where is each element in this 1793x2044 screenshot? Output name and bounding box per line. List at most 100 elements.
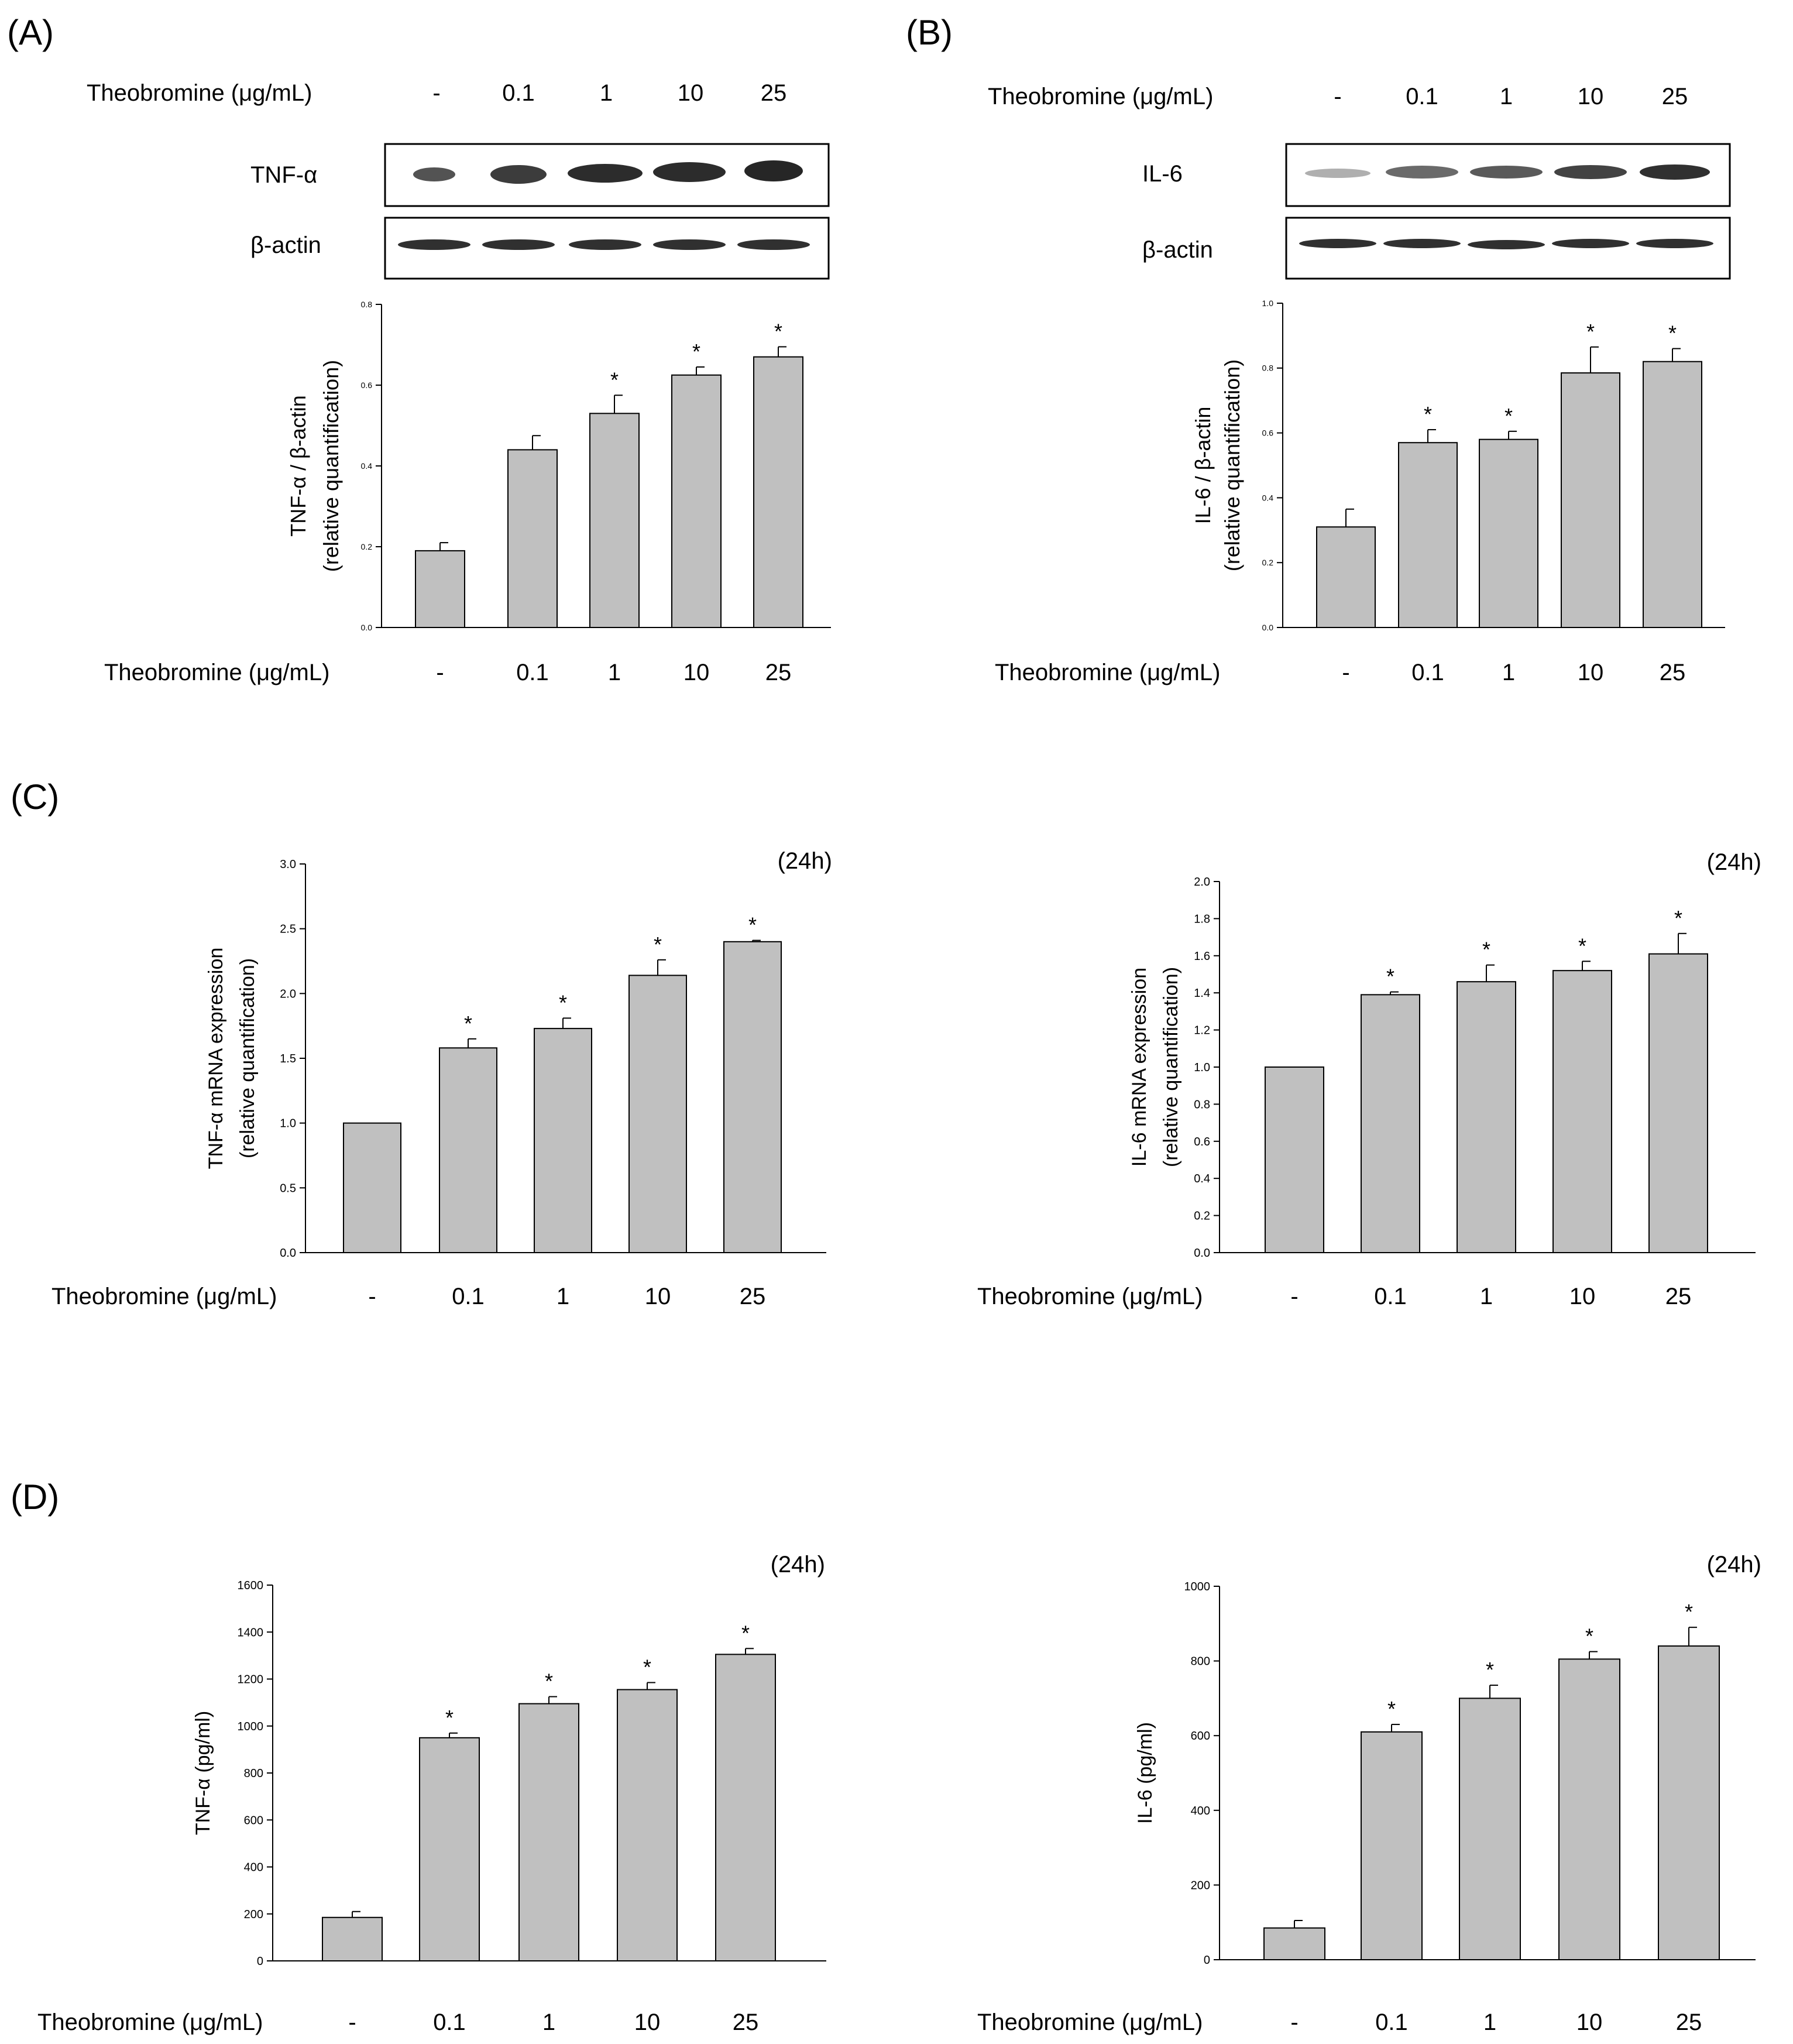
blot-b-treatment-label: Theobromine (μg/mL) [988, 84, 1213, 109]
x-tick-label: - [1342, 660, 1349, 685]
bar [1457, 981, 1516, 1254]
y-tick-label: 600 [244, 1814, 263, 1827]
y-tick-label: 0.6 [361, 380, 373, 390]
y-axis-label: TNF-α mRNA expression [205, 948, 227, 1170]
chart-title: (24h) [1707, 1552, 1761, 1577]
bar [507, 449, 558, 629]
x-axis-label: Theobromine (μg/mL) [104, 660, 329, 685]
y-tick-label: 1.2 [1194, 1024, 1210, 1037]
significance-star: * [464, 1011, 472, 1035]
y-tick-label: 800 [1191, 1655, 1210, 1668]
significance-star: * [1585, 1624, 1593, 1648]
blot-a: Theobromine (μg/mL) - 0.1 1 10 25 TNF-α … [87, 80, 830, 280]
y-axis-sublabel: (relative quantification) [1220, 359, 1244, 571]
bar [1552, 970, 1612, 1254]
panel-label-b: (B) [906, 13, 953, 52]
blot-b: Theobromine (μg/mL) - 0.1 1 10 25 IL-6 β… [988, 84, 1731, 280]
x-tick-label: 1 [1483, 2009, 1496, 2035]
x-tick-label: 0.1 [1411, 660, 1444, 685]
x-tick-label: 0.1 [516, 660, 549, 685]
blot-a-dose: 1 [600, 80, 613, 106]
significance-star: * [774, 319, 782, 343]
x-axis-label: Theobromine (μg/mL) [995, 660, 1220, 685]
y-tick-label: 0.0 [361, 623, 373, 632]
y-tick-label: 3.0 [280, 858, 296, 871]
y-tick-label: 0.4 [1262, 493, 1274, 502]
y-tick-label: 1000 [238, 1720, 264, 1733]
significance-star: * [1685, 1600, 1693, 1624]
y-tick-label: 1400 [238, 1626, 264, 1639]
blot-b-loading-label: β-actin [1142, 237, 1213, 263]
blot-a-band [653, 162, 726, 182]
x-tick-label: 10 [683, 660, 710, 685]
bar [723, 941, 782, 1254]
y-tick-label: 2.0 [280, 987, 296, 1000]
x-tick-label: 25 [733, 2009, 759, 2035]
blot-b-actin-band [1383, 239, 1461, 248]
y-tick-label: 0.0 [1262, 623, 1274, 632]
x-tick-label: 25 [740, 1284, 766, 1309]
bar [1316, 526, 1376, 629]
significance-star: * [1668, 321, 1677, 345]
x-tick-label: - [436, 660, 444, 685]
blot-a-treatment-label: Theobromine (μg/mL) [87, 80, 312, 106]
y-tick-label: 0.8 [361, 300, 373, 309]
significance-star: * [1674, 906, 1682, 930]
x-tick-label: 1 [542, 2009, 555, 2035]
y-axis-label: IL-6 / β-actin [1191, 407, 1215, 524]
x-tick-label: 1 [557, 1284, 569, 1309]
y-tick-label: 0.8 [1262, 363, 1274, 373]
bar [518, 1703, 579, 1962]
y-tick-label: 0.2 [1262, 558, 1274, 567]
y-tick-label: 1.0 [1262, 299, 1274, 308]
y-tick-label: 0.4 [1194, 1172, 1210, 1185]
significance-star: * [654, 932, 662, 956]
x-tick-label: 1 [1480, 1284, 1493, 1309]
bar [617, 1689, 678, 1961]
y-axis-label: IL-6 mRNA expression [1128, 968, 1150, 1167]
bar [419, 1737, 480, 1961]
y-tick-label: 0 [257, 1955, 263, 1968]
y-tick-label: 1000 [1184, 1580, 1211, 1593]
blot-a-band [413, 167, 455, 181]
significance-star: * [1424, 402, 1432, 426]
x-tick-label: 0.1 [433, 2009, 466, 2035]
y-tick-label: 0.0 [280, 1247, 296, 1260]
y-tick-label: 400 [1191, 1805, 1210, 1817]
blot-b-band [1305, 169, 1370, 178]
bar [415, 550, 465, 629]
x-axis-label: Theobromine (μg/mL) [977, 1284, 1203, 1309]
bar [1658, 1645, 1720, 1961]
bar [1361, 994, 1420, 1253]
blot-b-band [1470, 166, 1543, 179]
y-tick-label: 200 [244, 1908, 263, 1921]
y-tick-label: 2.0 [1194, 876, 1210, 889]
y-axis-sublabel: (relative quantification) [1160, 967, 1182, 1167]
bar [1361, 1731, 1423, 1961]
x-tick-label: 10 [1569, 1284, 1596, 1309]
x-tick-label: 10 [1576, 2009, 1603, 2035]
y-tick-label: 800 [244, 1767, 263, 1780]
blot-b-dose: 1 [1500, 84, 1513, 109]
bar [715, 1654, 776, 1961]
bar [589, 413, 640, 628]
blot-a-actin-band [398, 239, 470, 250]
significance-star: * [748, 913, 757, 937]
y-axis-sublabel: (relative quantification) [319, 360, 343, 572]
blot-b-actin-band [1468, 240, 1545, 249]
bar [1643, 361, 1702, 628]
y-tick-label: 0.5 [280, 1182, 296, 1195]
y-tick-label: 1.5 [280, 1052, 296, 1065]
y-tick-label: 1.8 [1194, 913, 1210, 925]
significance-star: * [1486, 1658, 1494, 1682]
bar [1558, 1658, 1620, 1960]
x-axis-label: Theobromine (μg/mL) [37, 2009, 263, 2035]
bar [343, 1122, 401, 1253]
chart-d2: 0 200 400 600 800 1000 - * 0.1 * 1 * 10 * 25 Theobromin… [977, 1552, 1761, 2035]
x-tick-label: 25 [1660, 660, 1686, 685]
x-axis-label: Theobromine (μg/mL) [977, 2009, 1203, 2035]
chart-d1: 0 200 400 600 800 1000 1200 1400 1600 - * 0.1 * 1 * 10 *… [37, 1552, 826, 2035]
x-tick-label: 0.1 [1374, 1284, 1407, 1309]
x-tick-label: 0.1 [1375, 2009, 1408, 2035]
